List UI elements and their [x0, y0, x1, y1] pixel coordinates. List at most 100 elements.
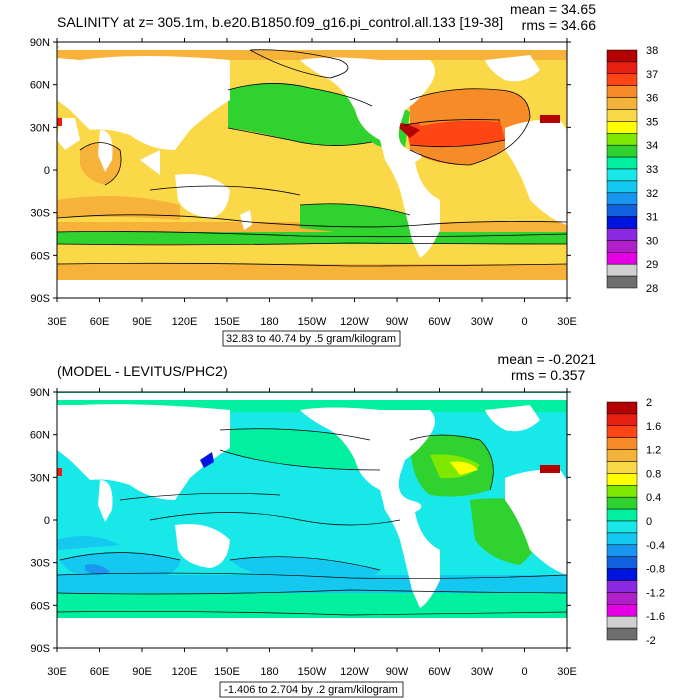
colorbar-swatch	[606, 263, 638, 277]
colorbar-label: 35	[646, 116, 658, 128]
colorbar-swatch	[606, 156, 638, 170]
lon-label: 30E	[557, 666, 577, 678]
lat-label: 0	[44, 515, 50, 527]
colorbar-label: -1.6	[646, 611, 665, 623]
lat-label: 90S	[30, 293, 50, 305]
colorbar-swatch	[606, 520, 638, 534]
colorbar-swatch	[606, 532, 638, 546]
lon-axis: 30E 60E 90E 120E 150E 180 150W 120W 90W 60W 30W 0 30…	[47, 388, 577, 678]
colorbar-label: -2	[646, 635, 656, 647]
colorbar-swatch	[606, 627, 638, 641]
lon-label: 150W	[298, 316, 327, 328]
lon-label: 150W	[298, 666, 327, 678]
colorbar-swatch	[606, 97, 638, 110]
colorbar: 2 1.6 1.2 0.8 0.4 0 -0.4 -0.8 -1.2 -1.6 -2	[606, 397, 665, 647]
colorbar-swatch	[606, 413, 638, 427]
colorbar-label: 29	[646, 259, 658, 271]
panel-title: SALINITY at z= 305.1m, b.e20.B1850.f09_g…	[57, 14, 503, 30]
colorbar: 38 37 36 35 34 33 32 31 30 29 28	[606, 45, 658, 295]
colorbar-swatch	[606, 556, 638, 569]
lon-label: 30W	[471, 316, 494, 328]
colorbar-swatch	[606, 461, 638, 474]
stat-mean: mean = -0.2021	[498, 351, 597, 367]
colorbar-label: 1.6	[646, 421, 661, 433]
lat-label: 30N	[30, 122, 50, 134]
panel-difference: (MODEL - LEVITUS/PHC2) mean = -0.2021 rm…	[30, 351, 665, 698]
lon-label: 120W	[340, 316, 369, 328]
colorbar-label: 38	[646, 45, 658, 57]
lon-label: 60W	[428, 666, 451, 678]
colorbar-swatch	[606, 180, 638, 194]
colorbar-label: 28	[646, 283, 658, 295]
colorbar-swatch	[606, 592, 638, 605]
lat-label: 60S	[30, 600, 50, 612]
colorbar-label: 34	[646, 140, 658, 152]
lat-label: 60S	[30, 250, 50, 262]
lat-label: 30N	[30, 472, 50, 484]
lat-label: 90N	[30, 387, 50, 399]
lat-label: 30S	[30, 208, 50, 220]
colorbar-swatch	[606, 568, 638, 581]
colorbar-swatch	[606, 228, 638, 241]
colorbar-swatch	[606, 144, 638, 158]
colorbar-swatch	[606, 437, 638, 450]
colorbar-swatch	[606, 544, 638, 557]
colorbar-label: 2	[646, 397, 652, 409]
lat-label: 0	[44, 165, 50, 177]
colorbar-label: 36	[646, 93, 658, 105]
colorbar-label: 32	[646, 188, 658, 200]
lon-label: 180	[260, 666, 278, 678]
lat-label: 90S	[30, 643, 50, 655]
lon-label: 90W	[386, 316, 409, 328]
lon-label: 90W	[386, 666, 409, 678]
colorbar-label: 30	[646, 235, 658, 247]
lon-label: 150E	[214, 666, 240, 678]
lon-label: 180	[260, 316, 278, 328]
colorbar-label: 37	[646, 69, 658, 81]
colorbar-label: 0.8	[646, 468, 661, 480]
colorbar-swatch	[606, 485, 638, 498]
lon-label: 60W	[428, 316, 451, 328]
lat-axis: 90N 60N 30N 0 30S 60S 90S	[30, 37, 571, 305]
lat-label: 60N	[30, 430, 50, 442]
lon-label: 90E	[132, 666, 152, 678]
lon-label: 60E	[90, 666, 110, 678]
range-note: -1.406 to 2.704 by .2 gram/kilogram	[224, 684, 398, 696]
range-note: 32.83 to 40.74 by .5 gram/kilogram	[226, 333, 396, 345]
lon-axis: 30E 60E 90E 120E 150E 180 150W 120W 90W 60W 30W 0 30…	[47, 38, 577, 328]
lon-label: 30E	[557, 316, 577, 328]
colorbar-swatch	[606, 109, 638, 122]
lon-label: 150E	[214, 316, 240, 328]
lon-label: 120W	[340, 666, 369, 678]
lat-label: 60N	[30, 80, 50, 92]
colorbar-swatch	[606, 252, 638, 265]
lon-label: 0	[521, 316, 527, 328]
colorbar-label: -0.8	[646, 564, 665, 576]
colorbar-swatch	[606, 192, 638, 205]
map-field	[57, 42, 567, 298]
colorbar-swatch	[606, 49, 638, 63]
colorbar-swatch	[606, 121, 638, 134]
lon-label: 120E	[172, 316, 198, 328]
colorbar-swatch	[606, 401, 638, 415]
colorbar-swatch	[606, 240, 638, 253]
lon-label: 30E	[47, 666, 67, 678]
colorbar-swatch	[606, 204, 638, 217]
colorbar-label: 33	[646, 164, 658, 176]
colorbar-label: -1.2	[646, 587, 665, 599]
lon-label: 120E	[172, 666, 198, 678]
colorbar-swatch	[606, 133, 638, 146]
colorbar-swatch	[606, 604, 638, 617]
colorbar-swatch	[606, 425, 638, 438]
lon-label: 30W	[471, 666, 494, 678]
colorbar-label: 31	[646, 212, 658, 224]
lat-label: 90N	[30, 37, 50, 49]
colorbar-swatch	[606, 61, 638, 75]
lat-label: 30S	[30, 558, 50, 570]
lon-label: 90E	[132, 316, 152, 328]
lon-label: 30E	[47, 316, 67, 328]
colorbar-swatch	[606, 216, 638, 229]
colorbar-swatch	[606, 473, 638, 486]
colorbar-swatch	[606, 85, 638, 98]
